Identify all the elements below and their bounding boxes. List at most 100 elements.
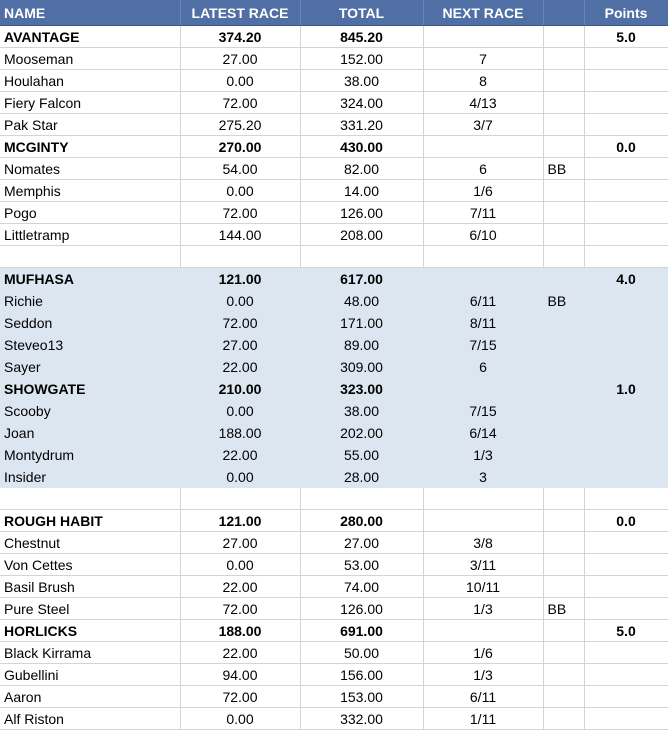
cell-points[interactable]: 0.0 (584, 509, 668, 532)
cell-points[interactable] (584, 707, 668, 730)
cell-bb[interactable]: BB (543, 157, 585, 180)
cell-next-race[interactable]: 6/11 (423, 289, 544, 312)
cell-name[interactable]: Scooby (0, 399, 181, 422)
cell-bb[interactable] (543, 135, 585, 158)
cell-total[interactable]: 27.00 (300, 531, 424, 554)
cell-next-race[interactable]: 7/15 (423, 399, 544, 422)
cell-total[interactable]: 171.00 (300, 311, 424, 334)
cell-total[interactable]: 38.00 (300, 399, 424, 422)
cell-name[interactable]: Richie (0, 289, 181, 312)
cell-next-race[interactable]: 3/8 (423, 531, 544, 554)
cell-name[interactable]: Chestnut (0, 531, 181, 554)
cell-bb[interactable] (543, 399, 585, 422)
cell-latest-race[interactable]: 72.00 (180, 201, 301, 224)
cell-points[interactable] (584, 487, 668, 510)
cell-bb[interactable] (543, 685, 585, 708)
cell-name[interactable]: Gubellini (0, 663, 181, 686)
cell-total[interactable] (300, 487, 424, 510)
cell-bb[interactable] (543, 179, 585, 202)
header-bb[interactable] (543, 0, 585, 26)
cell-next-race[interactable]: 3/7 (423, 113, 544, 136)
cell-next-race[interactable]: 7/15 (423, 333, 544, 356)
header-name[interactable]: NAME (0, 0, 181, 26)
cell-next-race[interactable]: 8 (423, 69, 544, 92)
cell-points[interactable]: 1.0 (584, 377, 668, 400)
cell-next-race[interactable] (423, 509, 544, 532)
cell-total[interactable]: 74.00 (300, 575, 424, 598)
cell-name[interactable]: Mooseman (0, 47, 181, 70)
cell-points[interactable] (584, 465, 668, 488)
cell-latest-race[interactable]: 270.00 (180, 135, 301, 158)
cell-name[interactable]: ROUGH HABIT (0, 509, 181, 532)
cell-points[interactable] (584, 421, 668, 444)
cell-total[interactable]: 152.00 (300, 47, 424, 70)
cell-next-race[interactable]: 6 (423, 157, 544, 180)
cell-bb[interactable]: BB (543, 597, 585, 620)
cell-next-race[interactable]: 3/11 (423, 553, 544, 576)
cell-latest-race[interactable]: 27.00 (180, 333, 301, 356)
cell-name[interactable]: Fiery Falcon (0, 91, 181, 114)
cell-latest-race[interactable]: 27.00 (180, 47, 301, 70)
cell-latest-race[interactable]: 0.00 (180, 179, 301, 202)
header-points[interactable]: Points (584, 0, 668, 26)
cell-points[interactable] (584, 91, 668, 114)
cell-latest-race[interactable]: 0.00 (180, 465, 301, 488)
cell-bb[interactable]: BB (543, 289, 585, 312)
cell-points[interactable] (584, 245, 668, 268)
cell-total[interactable]: 48.00 (300, 289, 424, 312)
cell-name[interactable]: Pure Steel (0, 597, 181, 620)
cell-bb[interactable] (543, 267, 585, 290)
cell-bb[interactable] (543, 509, 585, 532)
cell-points[interactable] (584, 641, 668, 664)
cell-name[interactable]: Seddon (0, 311, 181, 334)
cell-points[interactable] (584, 289, 668, 312)
cell-bb[interactable] (543, 69, 585, 92)
cell-latest-race[interactable]: 275.20 (180, 113, 301, 136)
cell-points[interactable] (584, 223, 668, 246)
cell-name[interactable]: Sayer (0, 355, 181, 378)
cell-total[interactable]: 617.00 (300, 267, 424, 290)
cell-total[interactable]: 323.00 (300, 377, 424, 400)
cell-latest-race[interactable]: 22.00 (180, 575, 301, 598)
cell-points[interactable]: 0.0 (584, 135, 668, 158)
cell-latest-race[interactable]: 121.00 (180, 509, 301, 532)
cell-total[interactable]: 126.00 (300, 201, 424, 224)
cell-next-race[interactable]: 6/11 (423, 685, 544, 708)
cell-latest-race[interactable]: 72.00 (180, 597, 301, 620)
cell-bb[interactable] (543, 421, 585, 444)
cell-next-race[interactable]: 3 (423, 465, 544, 488)
cell-name[interactable]: Pogo (0, 201, 181, 224)
cell-bb[interactable] (543, 487, 585, 510)
cell-total[interactable]: 845.20 (300, 25, 424, 48)
cell-name[interactable]: Basil Brush (0, 575, 181, 598)
cell-points[interactable]: 5.0 (584, 25, 668, 48)
cell-name[interactable]: Von Cettes (0, 553, 181, 576)
header-total[interactable]: TOTAL (300, 0, 424, 26)
cell-bb[interactable] (543, 223, 585, 246)
cell-next-race[interactable]: 6 (423, 355, 544, 378)
cell-latest-race[interactable]: 27.00 (180, 531, 301, 554)
cell-latest-race[interactable]: 188.00 (180, 619, 301, 642)
cell-latest-race[interactable]: 0.00 (180, 553, 301, 576)
cell-name[interactable]: Insider (0, 465, 181, 488)
cell-name[interactable] (0, 245, 181, 268)
header-next-race[interactable]: NEXT RACE (423, 0, 544, 26)
cell-total[interactable]: 53.00 (300, 553, 424, 576)
cell-next-race[interactable]: 1/11 (423, 707, 544, 730)
cell-name[interactable] (0, 487, 181, 510)
cell-next-race[interactable]: 4/13 (423, 91, 544, 114)
cell-name[interactable]: Memphis (0, 179, 181, 202)
cell-total[interactable]: 691.00 (300, 619, 424, 642)
cell-total[interactable]: 280.00 (300, 509, 424, 532)
cell-total[interactable]: 324.00 (300, 91, 424, 114)
cell-total[interactable]: 156.00 (300, 663, 424, 686)
cell-name[interactable]: MUFHASA (0, 267, 181, 290)
cell-latest-race[interactable]: 22.00 (180, 641, 301, 664)
cell-points[interactable] (584, 157, 668, 180)
cell-next-race[interactable]: 6/14 (423, 421, 544, 444)
cell-next-race[interactable]: 1/3 (423, 597, 544, 620)
cell-bb[interactable] (543, 443, 585, 466)
cell-name[interactable]: Nomates (0, 157, 181, 180)
cell-name[interactable]: Steveo13 (0, 333, 181, 356)
cell-points[interactable] (584, 311, 668, 334)
